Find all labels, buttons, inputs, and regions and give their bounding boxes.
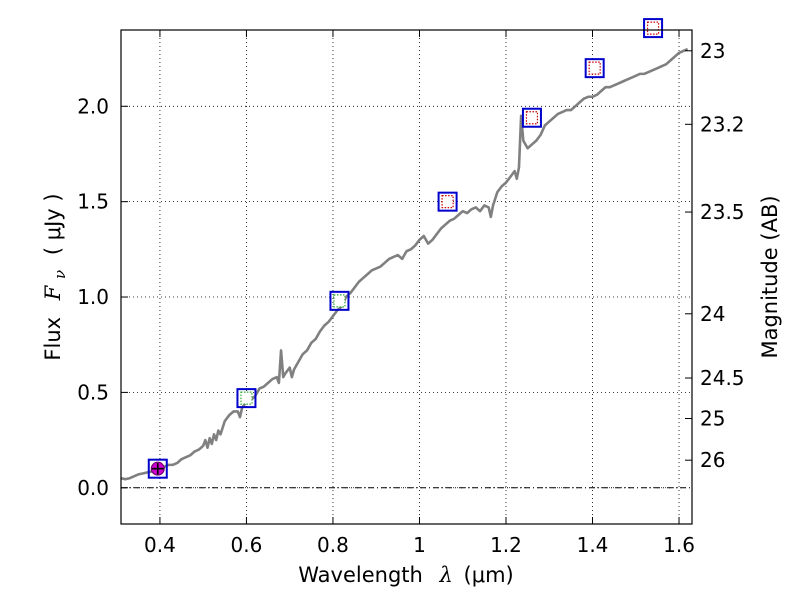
photometry-point-box	[329, 290, 350, 311]
y-axis-label-text: Flux	[41, 317, 65, 361]
photometry-point-marker	[441, 195, 454, 209]
x-tick-label: 0.6	[231, 533, 263, 557]
y2-axis-label: Magnitude (AB)	[758, 195, 782, 358]
photometry-point	[147, 458, 168, 479]
y2-tick-label: 24	[700, 302, 725, 326]
x-tick-label: 1.6	[663, 533, 695, 557]
photometry-point	[329, 290, 350, 311]
y2-tick-label: 25	[700, 407, 725, 431]
plot-frame	[120, 29, 693, 525]
y-axis-label-symbol: F	[41, 284, 65, 301]
photometry-point-box	[521, 107, 542, 128]
x-tick-label: 1	[413, 533, 426, 557]
y-axis-label-subscript: ν	[51, 270, 69, 279]
y-axis-label-unit: ( μJy )	[41, 193, 65, 255]
spectrum-series	[121, 47, 689, 481]
x-tick-label: 0.8	[317, 533, 349, 557]
y-tick-label: 2.0	[77, 94, 109, 118]
x-axis-label: Wavelength λ (μm)	[298, 563, 513, 587]
photometry-point	[236, 388, 257, 409]
y2-tick-label: 26	[700, 448, 725, 472]
x-tick-label: 0.4	[144, 533, 176, 557]
x-axis-label-unit: (μm)	[464, 563, 514, 587]
photometry-point-box	[584, 58, 605, 79]
y2-tick-label: 23.5	[700, 200, 745, 224]
y2-tick-label: 23.2	[700, 112, 745, 136]
y-axis-label: Flux F ν ( μJy )	[41, 193, 70, 360]
photometry-point-marker	[588, 61, 601, 75]
photometry-point-box	[437, 191, 458, 212]
x-axis-label-symbol: λ	[439, 563, 453, 587]
y-tick-label: 0.0	[77, 476, 109, 500]
x-tick-label: 1.2	[490, 533, 522, 557]
x-axis-label-text: Wavelength	[298, 563, 423, 587]
photometry-point	[437, 191, 458, 212]
photometry-point	[643, 18, 664, 39]
y-tick-label: 1.0	[77, 285, 109, 309]
y2-tick-label: 23	[700, 39, 725, 63]
photometry-point-marker	[646, 21, 660, 35]
photometry-point-box	[236, 388, 257, 409]
photometry-point-box	[643, 18, 664, 39]
photometry-point	[521, 107, 542, 128]
x-tick-label: 1.4	[577, 533, 609, 557]
y-tick-label: 0.5	[77, 380, 109, 404]
x-axis-ticks: 0.4 0.6 0.8 1 1.2 1.4 1.6	[144, 30, 695, 557]
photometry-point-marker	[333, 294, 346, 308]
y-tick-label: 1.5	[77, 190, 109, 214]
y2-tick-label: 24.5	[700, 366, 745, 390]
photometry-point-marker	[525, 111, 539, 125]
photometry-series	[147, 18, 664, 479]
y-axis-ticks: 0.0 0.5 1.0 1.5 2.0	[77, 94, 128, 500]
plot-background	[121, 30, 692, 524]
photometry-point	[584, 58, 605, 79]
y2-axis-ticks: 23 23.2 23.5 24 24.5 25 26	[685, 39, 745, 472]
spectrum-line	[121, 47, 689, 481]
photometry-point-box	[147, 458, 168, 479]
photometry-point-marker	[240, 391, 253, 405]
